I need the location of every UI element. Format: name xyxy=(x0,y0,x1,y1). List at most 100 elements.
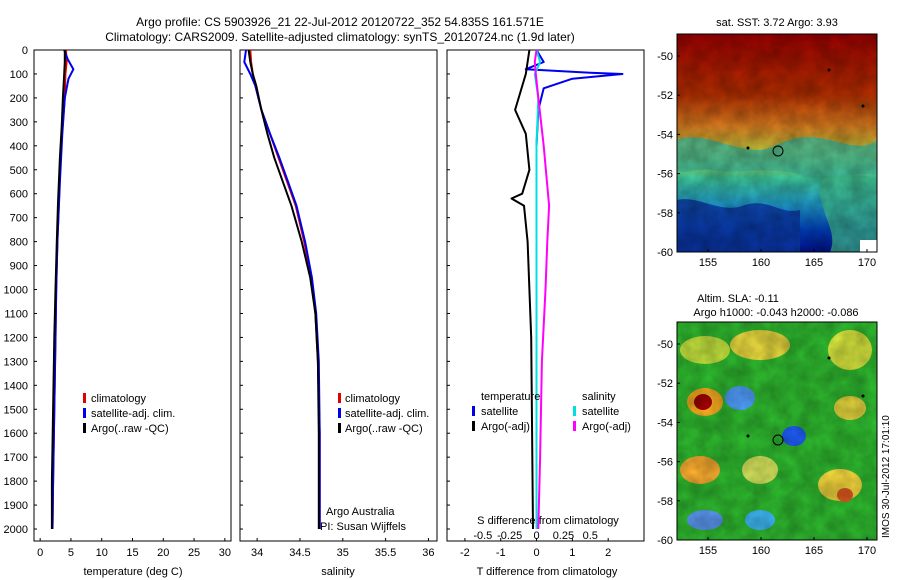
depth-tick-label: 2000 xyxy=(4,524,28,536)
sst-y-axis: -50 -52 -54 -56 -58 -60 xyxy=(657,51,680,259)
depth-tick-label: 1900 xyxy=(4,500,28,512)
map-y-tick-label: -52 xyxy=(657,90,673,102)
legend-swatch-s-satellite xyxy=(573,406,576,416)
sst-texture xyxy=(677,34,877,252)
map-y-tick-label: -54 xyxy=(657,417,673,429)
map-y-tick-label: -54 xyxy=(657,129,673,141)
legend-swatch-t-satellite xyxy=(472,406,475,416)
legend-swatch-t-argo xyxy=(472,421,475,431)
imos-credit: IMOS 30-Jul-2012 17:01:10 xyxy=(881,415,892,538)
map-x-tick-label: 160 xyxy=(752,257,770,269)
map-y-tick-label: -60 xyxy=(657,247,673,259)
legend-label-satellite: satellite-adj. clim. xyxy=(91,408,175,420)
argo-australia-note: Argo Australia xyxy=(326,506,395,518)
temperature-panel xyxy=(33,49,232,542)
title-line-2: Climatology: CARS2009. Satellite-adjuste… xyxy=(105,30,575,44)
sla-float-dot xyxy=(746,434,750,438)
x-tick-label: 10 xyxy=(96,547,108,559)
depth-tick-label: 1100 xyxy=(4,308,28,320)
map-x-tick-label: 165 xyxy=(805,257,823,269)
legend-swatch-satellite xyxy=(338,408,341,418)
map-x-tick-label: 155 xyxy=(699,257,717,269)
sst-float-dot xyxy=(746,146,750,150)
depth-tick-label: 500 xyxy=(10,165,28,177)
map-y-tick-label: -50 xyxy=(657,51,673,63)
legend-label-t-argo: Argo(-adj) xyxy=(481,421,530,433)
map-x-tick-label: 170 xyxy=(858,257,876,269)
depth-tick-label: 0 xyxy=(22,45,28,57)
sst-map-title: sat. SST: 3.72 Argo: 3.93 xyxy=(716,17,838,29)
sla-float-dot xyxy=(861,394,865,398)
s-diff-tick-label: -0.5 xyxy=(473,530,492,542)
depth-tick-label: 600 xyxy=(10,189,28,201)
x-tick-label: 15 xyxy=(126,547,138,559)
sst-map xyxy=(677,34,877,252)
legend-label-argo: Argo(..raw -QC) xyxy=(91,423,169,435)
temperature-x-label: temperature (deg C) xyxy=(83,566,182,578)
x-tick-label: -2 xyxy=(460,547,470,559)
x-tick-label: 20 xyxy=(157,547,169,559)
sst-missing-data xyxy=(860,240,877,252)
x-tick-label: 36 xyxy=(422,547,434,559)
depth-tick-label: 1500 xyxy=(4,404,28,416)
x-tick-label: 0 xyxy=(533,547,539,559)
legend-label-s-satellite: satellite xyxy=(582,406,619,418)
x-tick-label: 35 xyxy=(337,547,349,559)
x-tick-label: 34 xyxy=(251,547,263,559)
map-y-tick-label: -58 xyxy=(657,496,673,508)
depth-tick-label: 1600 xyxy=(4,428,28,440)
x-tick-label: 0 xyxy=(37,547,43,559)
depth-tick-label: 1300 xyxy=(4,356,28,368)
s-difference-x-label: S difference from climatology xyxy=(477,515,619,527)
map-x-tick-label: 170 xyxy=(858,545,876,557)
legend-swatch-argo xyxy=(338,423,341,433)
map-y-tick-label: -58 xyxy=(657,208,673,220)
salinity-legend: climatology satellite-adj. clim. Argo(..… xyxy=(338,393,429,435)
legend-swatch-climatology xyxy=(83,393,86,403)
profile-series xyxy=(50,49,624,530)
x-tick-label: 34.5 xyxy=(289,547,310,559)
x-tick-label: 30 xyxy=(219,547,231,559)
legend-swatch-argo xyxy=(83,423,86,433)
legend-swatch-satellite xyxy=(83,408,86,418)
sla-y-axis: -50 -52 -54 -56 -58 -60 xyxy=(657,339,680,547)
difference-series-argo-adj- xyxy=(533,49,551,530)
map-y-tick-label: -52 xyxy=(657,378,673,390)
legend-label-climatology: climatology xyxy=(345,393,401,405)
legend-label-t-satellite: satellite xyxy=(481,406,518,418)
map-y-tick-label: -56 xyxy=(657,169,673,181)
depth-tick-label: 900 xyxy=(10,261,28,273)
sst-argo-position-marker xyxy=(772,145,784,157)
salinity-x-axis: 34 34.5 35 35.5 36 xyxy=(251,538,435,559)
x-tick-label: 25 xyxy=(188,547,200,559)
legend-label-climatology: climatology xyxy=(91,393,147,405)
s-diff-tick-label: 0.5 xyxy=(583,530,598,542)
depth-tick-label: 200 xyxy=(10,93,28,105)
sla-argo-position-marker xyxy=(772,434,784,446)
salinity-series-argo-raw-qc- xyxy=(247,49,320,529)
difference-legend: temperature salinity satellite Argo(-adj… xyxy=(472,391,631,433)
salinity-x-label: salinity xyxy=(321,566,355,578)
sla-float-dot xyxy=(827,356,831,360)
depth-tick-label: 100 xyxy=(10,69,28,81)
map-y-tick-label: -50 xyxy=(657,339,673,351)
map-x-tick-label: 160 xyxy=(752,545,770,557)
temperature-legend: climatology satellite-adj. clim. Argo(..… xyxy=(83,393,175,435)
sst-x-axis: 155 160 165 170 xyxy=(699,249,876,269)
t-difference-x-label: T difference from climatology xyxy=(477,566,618,578)
x-tick-label: 5 xyxy=(68,547,74,559)
legend-swatch-climatology xyxy=(338,393,341,403)
legend-label-argo: Argo(..raw -QC) xyxy=(345,423,423,435)
sla-map-frame xyxy=(676,321,878,541)
depth-axis: 0 100 200 300 400 500 600 700 800 900 1000 1100 1200… xyxy=(4,45,450,536)
sst-map-frame xyxy=(676,33,878,253)
legend-label-s-argo: Argo(-adj) xyxy=(582,421,631,433)
sla-map xyxy=(677,322,877,540)
legend-title-temperature: temperature xyxy=(481,391,540,403)
sla-map-title-2: Argo h1000: -0.043 h2000: -0.086 xyxy=(693,307,858,319)
depth-tick-label: 1200 xyxy=(4,332,28,344)
x-tick-label: -1 xyxy=(496,547,506,559)
temperature-series-argo-raw-qc- xyxy=(50,50,66,529)
x-tick-label: 1 xyxy=(569,547,575,559)
